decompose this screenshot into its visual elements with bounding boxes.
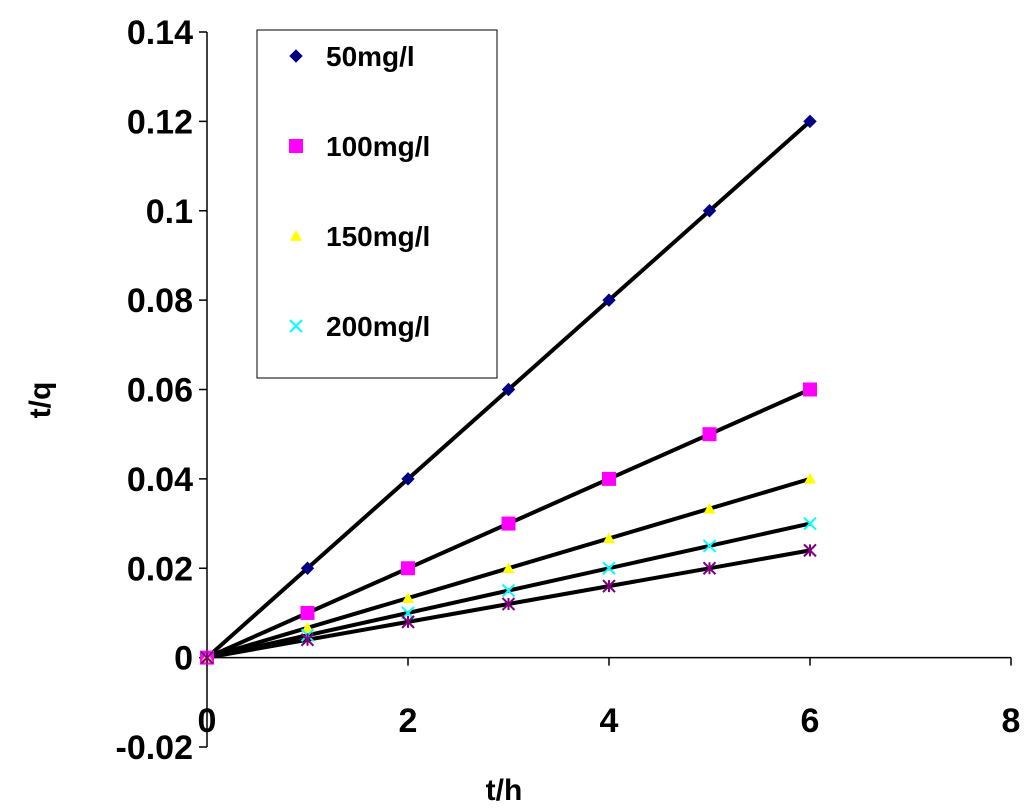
data-point-series-5	[602, 579, 616, 593]
data-point-series-5	[300, 633, 315, 647]
x-tick-label: 0	[198, 702, 217, 740]
data-point-series-3	[402, 592, 414, 603]
legend-label: 200mg/l	[326, 311, 430, 342]
y-tick-label: 0.08	[127, 282, 193, 320]
legend-label: 150mg/l	[326, 221, 430, 252]
legend-marker	[289, 319, 303, 333]
y-tick-label: 0.12	[127, 103, 193, 141]
x-tick-label: 4	[600, 702, 619, 740]
y-tick-label: 0	[174, 640, 193, 678]
data-point-series-1	[602, 293, 616, 307]
data-point-series-5	[401, 615, 415, 629]
x-axis-title: t/h	[486, 774, 523, 807]
y-tick-label: 0.02	[127, 550, 193, 588]
legend-marker	[289, 49, 303, 63]
data-point-series-3	[703, 502, 716, 514]
y-axis-title: t/q	[24, 382, 57, 419]
legend-label: 50mg/l	[326, 41, 415, 72]
data-point-series-3	[804, 472, 816, 484]
data-point-series-2	[300, 605, 315, 620]
x-tick-label: 6	[801, 702, 820, 740]
data-point-series-3	[502, 562, 515, 574]
data-point-series-5	[200, 650, 214, 665]
data-point-series-5	[803, 543, 817, 558]
data-point-series-1	[702, 204, 717, 218]
y-tick-label: 0.14	[127, 14, 193, 52]
data-point-series-1	[401, 472, 415, 486]
x-tick-label: 8	[1002, 702, 1021, 740]
data-point-series-4	[501, 583, 516, 598]
y-tick-label: 0.1	[146, 193, 193, 231]
x-tick-label: 2	[399, 702, 418, 740]
legend-box	[256, 29, 498, 379]
data-point-series-2	[401, 561, 415, 576]
data-point-series-2	[803, 382, 817, 397]
legend: 50mg/l 100mg/l 150mg/l 200mg/l	[256, 29, 498, 379]
data-point-series-2	[501, 516, 516, 531]
y-tick-label: -0.02	[116, 729, 194, 767]
legend-marker	[289, 139, 303, 153]
data-point-series-5	[702, 561, 717, 575]
data-point-series-2	[702, 427, 717, 442]
data-point-series-5	[501, 597, 516, 611]
legend-marker	[290, 230, 302, 241]
data-point-series-1	[803, 114, 817, 129]
y-tick-label: 0.04	[127, 461, 193, 499]
data-point-series-3	[301, 621, 314, 633]
data-point-series-4	[702, 539, 717, 553]
data-point-series-1	[501, 382, 516, 397]
data-point-series-2	[602, 471, 616, 486]
data-point-series-4	[803, 516, 817, 531]
y-tick-label: 0.06	[127, 372, 193, 410]
data-point-series-1	[300, 561, 315, 575]
data-point-series-4	[602, 561, 616, 575]
data-markers	[200, 114, 817, 665]
legend-label: 100mg/l	[326, 131, 430, 162]
data-point-series-3	[603, 532, 615, 544]
